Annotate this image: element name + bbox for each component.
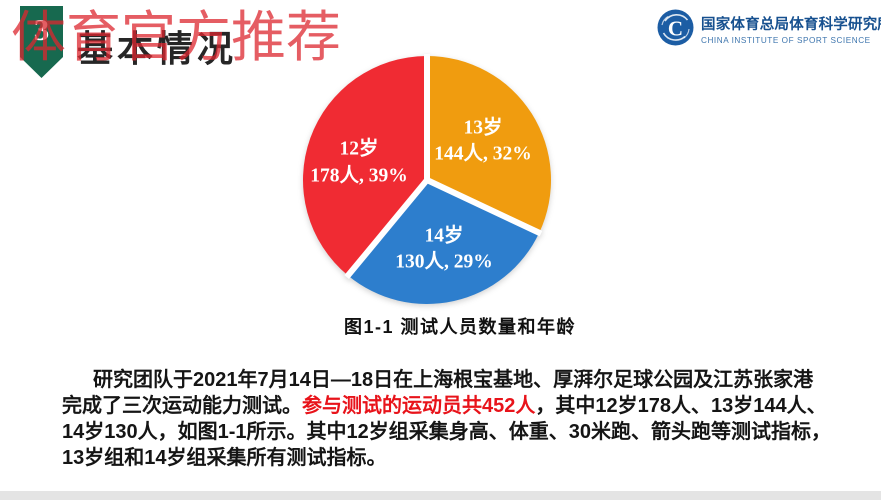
- pie-label-12岁: 178人, 39%: [310, 163, 408, 186]
- pie-slice-12岁: [303, 56, 427, 276]
- pie-label-13岁: 13岁: [463, 115, 502, 138]
- svg-text:C: C: [668, 17, 683, 41]
- footer-bar: [0, 491, 881, 500]
- paragraph-line: 研究团队于2021年7月14日—18日在上海根宝基地、厚湃尔足球公园及江苏张家港: [62, 367, 852, 393]
- pie-separator: [344, 178, 430, 279]
- body-paragraph: 研究团队于2021年7月14日—18日在上海根宝基地、厚湃尔足球公园及江苏张家港…: [62, 367, 852, 471]
- section-number: 3: [33, 12, 50, 47]
- body-text: 研究团队于2021年7月14日—18日在上海根宝基地、厚湃尔足球公园及江苏张家港: [93, 369, 814, 391]
- pie-slice-13岁: [427, 56, 551, 233]
- body-text: 13岁组和14岁组采集所有测试指标。: [62, 447, 387, 469]
- body-text: ，其中12岁178人、13岁144人、: [535, 395, 827, 417]
- body-text: 14岁130人，如图1-1所示。其中12岁组采集身高、体重、30米跑、箭头跑等测…: [62, 421, 832, 443]
- logo-name-cn: 国家体育总局体育科学研究所: [701, 17, 881, 33]
- logo-text: 国家体育总局体育科学研究所 CHINA INSTITUTE OF SPORT S…: [701, 9, 881, 45]
- paragraph-line: 14岁130人，如图1-1所示。其中12岁组采集身高、体重、30米跑、箭头跑等测…: [62, 419, 852, 445]
- page-title: 基本情况: [77, 29, 238, 69]
- pie-label-12岁: 12岁: [339, 136, 378, 159]
- ciss-emblem-icon: C: [657, 9, 694, 46]
- institute-logo: C 国家体育总局体育科学研究所 CHINA INSTITUTE OF SPORT…: [657, 9, 881, 46]
- chart-caption: 图1-1 测试人员数量和年龄: [343, 317, 576, 337]
- pie-label-13岁: 144人, 32%: [434, 141, 532, 164]
- pie-label-14岁: 130人, 29%: [395, 249, 493, 272]
- paragraph-line: 13岁组和14岁组采集所有测试指标。: [62, 445, 852, 471]
- pie-label-14岁: 14岁: [424, 223, 463, 246]
- paragraph-line: 完成了三次运动能力测试。参与测试的运动员共452人，其中12岁178人、13岁1…: [62, 393, 852, 419]
- highlight-red-text: 参与测试的运动员共452人: [302, 395, 536, 417]
- pennant-shape: [20, 6, 63, 78]
- body-text: 完成了三次运动能力测试。: [62, 395, 302, 417]
- logo-name-en: CHINA INSTITUTE OF SPORT SCIENCE: [701, 36, 871, 45]
- section-badge-pennant: [20, 6, 63, 78]
- pie-chart: 13岁 144人, 32% 14岁 130人, 29% 12岁 178人, 39%: [303, 54, 551, 304]
- pie-separator: [425, 177, 543, 237]
